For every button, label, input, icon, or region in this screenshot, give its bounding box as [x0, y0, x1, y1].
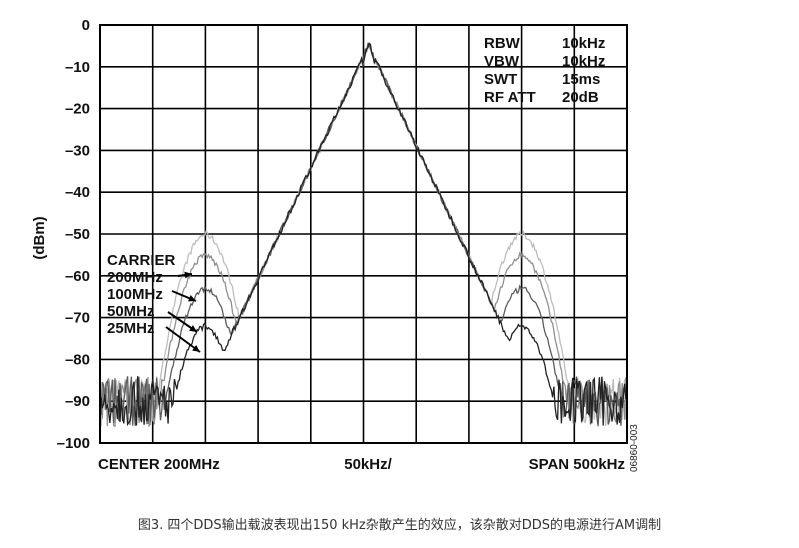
- y-tick-label: –30: [65, 142, 90, 159]
- legend-arrow-head: [188, 295, 196, 302]
- y-tick-label: –20: [65, 101, 90, 118]
- info-key-vbw: VBW: [484, 53, 520, 70]
- y-tick-label: –50: [65, 226, 90, 243]
- figure-id: 06860-003: [629, 424, 640, 472]
- spectrum-chart: 0 –10 –20 –30 –40 –50 –60 –70 –80 –90 –100 (dBm) C…: [31, 17, 640, 473]
- x-label-center: CENTER 200MHz: [98, 456, 220, 473]
- y-tick-label: –70: [65, 310, 90, 327]
- legend-label-25mhz: 25MHz: [107, 320, 155, 337]
- legend-carrier-title: CARRIER: [107, 252, 176, 269]
- legend-arrow-head: [192, 344, 200, 352]
- info-value-swt: 15ms: [562, 71, 600, 88]
- legend-label-50mhz: 50MHz: [107, 303, 155, 320]
- plot-frame: [99, 24, 628, 444]
- info-key-rfatt: RF ATT: [484, 89, 536, 106]
- legend-annotations: CARRIER 200MHz 100MHz 50MHz 25MHz: [107, 252, 201, 353]
- info-value-vbw: 10kHz: [562, 53, 605, 70]
- legend-arrow-head: [184, 271, 192, 279]
- x-label-span: SPAN 500kHz: [529, 456, 625, 473]
- legend-arrow-head: [189, 325, 197, 332]
- info-box: RBW 10kHz VBW 10kHz SWT 15ms RF ATT 20dB: [484, 35, 605, 106]
- info-key-swt: SWT: [484, 71, 517, 88]
- y-tick-label: –60: [65, 268, 90, 285]
- y-axis-label: (dBm): [31, 216, 48, 259]
- info-value-rfatt: 20dB: [562, 89, 599, 106]
- series-trace-25mhz: [100, 42, 627, 427]
- y-tick-label: –40: [65, 184, 90, 201]
- figure-caption: 图3. 四个DDS输出载波表现出150 kHz杂散产生的效应，该杂散对DDS的电…: [137, 518, 662, 533]
- y-tick-label: –90: [65, 393, 90, 410]
- info-value-rbw: 10kHz: [562, 35, 605, 52]
- spectrum-traces: [100, 42, 627, 428]
- legend-label-200mhz: 200MHz: [107, 269, 163, 286]
- y-tick-label: –100: [57, 435, 90, 452]
- legend-label-100mhz: 100MHz: [107, 286, 163, 303]
- y-tick-label: –80: [65, 351, 90, 368]
- legend-arrows: [165, 271, 201, 353]
- x-label-division: 50kHz/: [344, 456, 392, 473]
- y-tick-labels: 0 –10 –20 –30 –40 –50 –60 –70 –80 –90 –100: [57, 17, 90, 452]
- y-tick-label: 0: [82, 17, 90, 34]
- y-tick-label: –10: [65, 59, 90, 76]
- info-key-rbw: RBW: [484, 35, 521, 52]
- chart-grid: [100, 25, 627, 443]
